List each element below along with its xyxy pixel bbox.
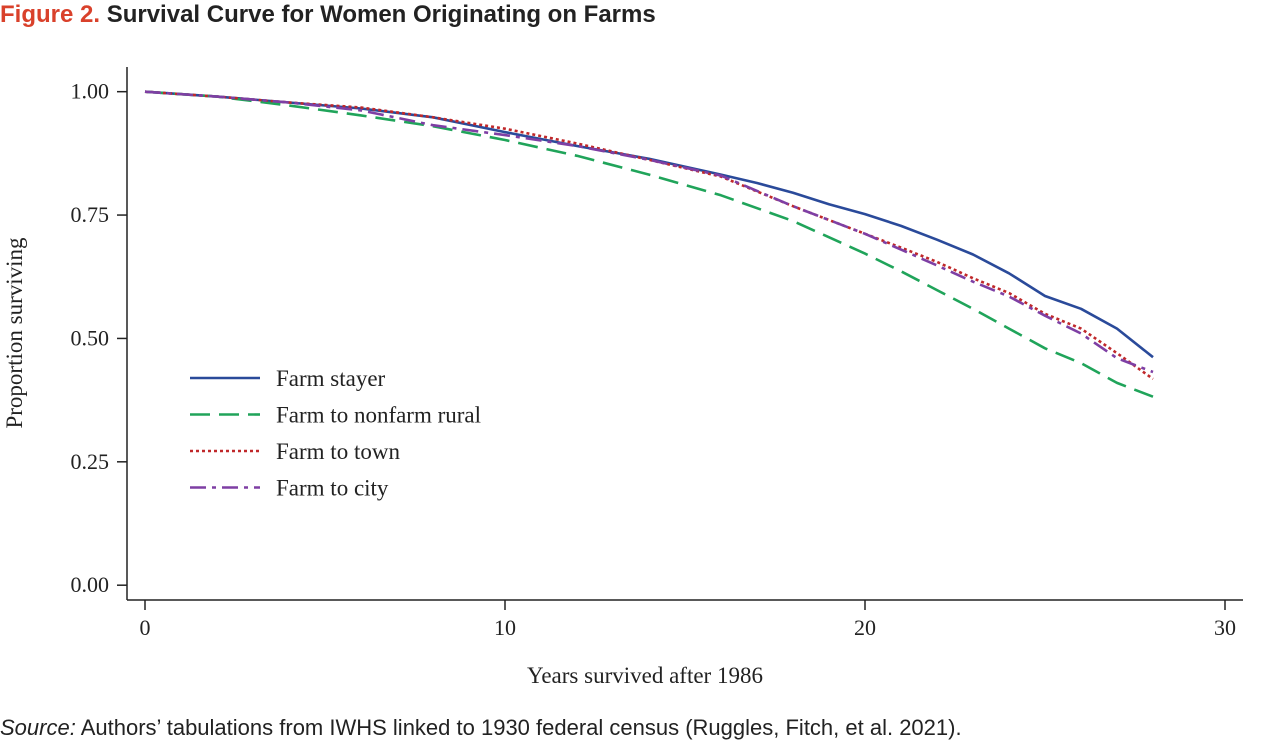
- x-tick-label: 20: [854, 615, 876, 640]
- x-axis: 0 10 20 30: [127, 599, 1243, 640]
- legend: Farm stayer Farm to nonfarm rural Farm to …: [190, 366, 481, 501]
- series-lines: [144, 90, 1154, 398]
- y-axis-label: Proportion surviving: [2, 237, 27, 429]
- y-tick-label: 0.25: [71, 449, 110, 474]
- figure-label: Figure 2.: [0, 1, 101, 28]
- source-lead: Source:: [0, 715, 76, 740]
- legend-label-1: Farm stayer: [276, 366, 386, 391]
- x-axis-label: Years survived after 1986: [527, 663, 763, 688]
- figure-title: Figure 2. Survival Curve for Women Origi…: [0, 0, 656, 30]
- y-tick-label: 0.75: [71, 202, 110, 227]
- x-tick-label: 0: [140, 615, 151, 640]
- y-tick-label: 0.00: [71, 572, 110, 597]
- series-line-1: [144, 90, 1154, 359]
- survival-chart: 0 10 20 30 0.00 0.25 0.50 0.75 1.00 Farm stayer…: [2, 67, 1243, 688]
- legend-label-3: Farm to town: [276, 439, 400, 464]
- plot-area: 0 10 20 30 0.00 0.25 0.50 0.75 1.00 Farm stayer…: [71, 67, 1243, 640]
- y-axis: 0.00 0.25 0.50 0.75 1.00: [71, 67, 128, 600]
- legend-label-4: Farm to city: [276, 476, 389, 501]
- y-tick-label: 1.00: [71, 79, 110, 104]
- y-tick-label: 0.50: [71, 325, 110, 350]
- source-note: Source: Authors’ tabulations from IWHS l…: [0, 712, 962, 744]
- series-line-4: [144, 90, 1154, 374]
- x-tick-label: 30: [1214, 615, 1236, 640]
- source-text: Authors’ tabulations from IWHS linked to…: [75, 715, 962, 740]
- figure-title-text: Survival Curve for Women Originating on …: [106, 1, 656, 28]
- series-line-2: [144, 90, 1154, 398]
- legend-label-2: Farm to nonfarm rural: [276, 403, 481, 428]
- series-line-3: [144, 90, 1154, 380]
- x-tick-label: 10: [494, 615, 516, 640]
